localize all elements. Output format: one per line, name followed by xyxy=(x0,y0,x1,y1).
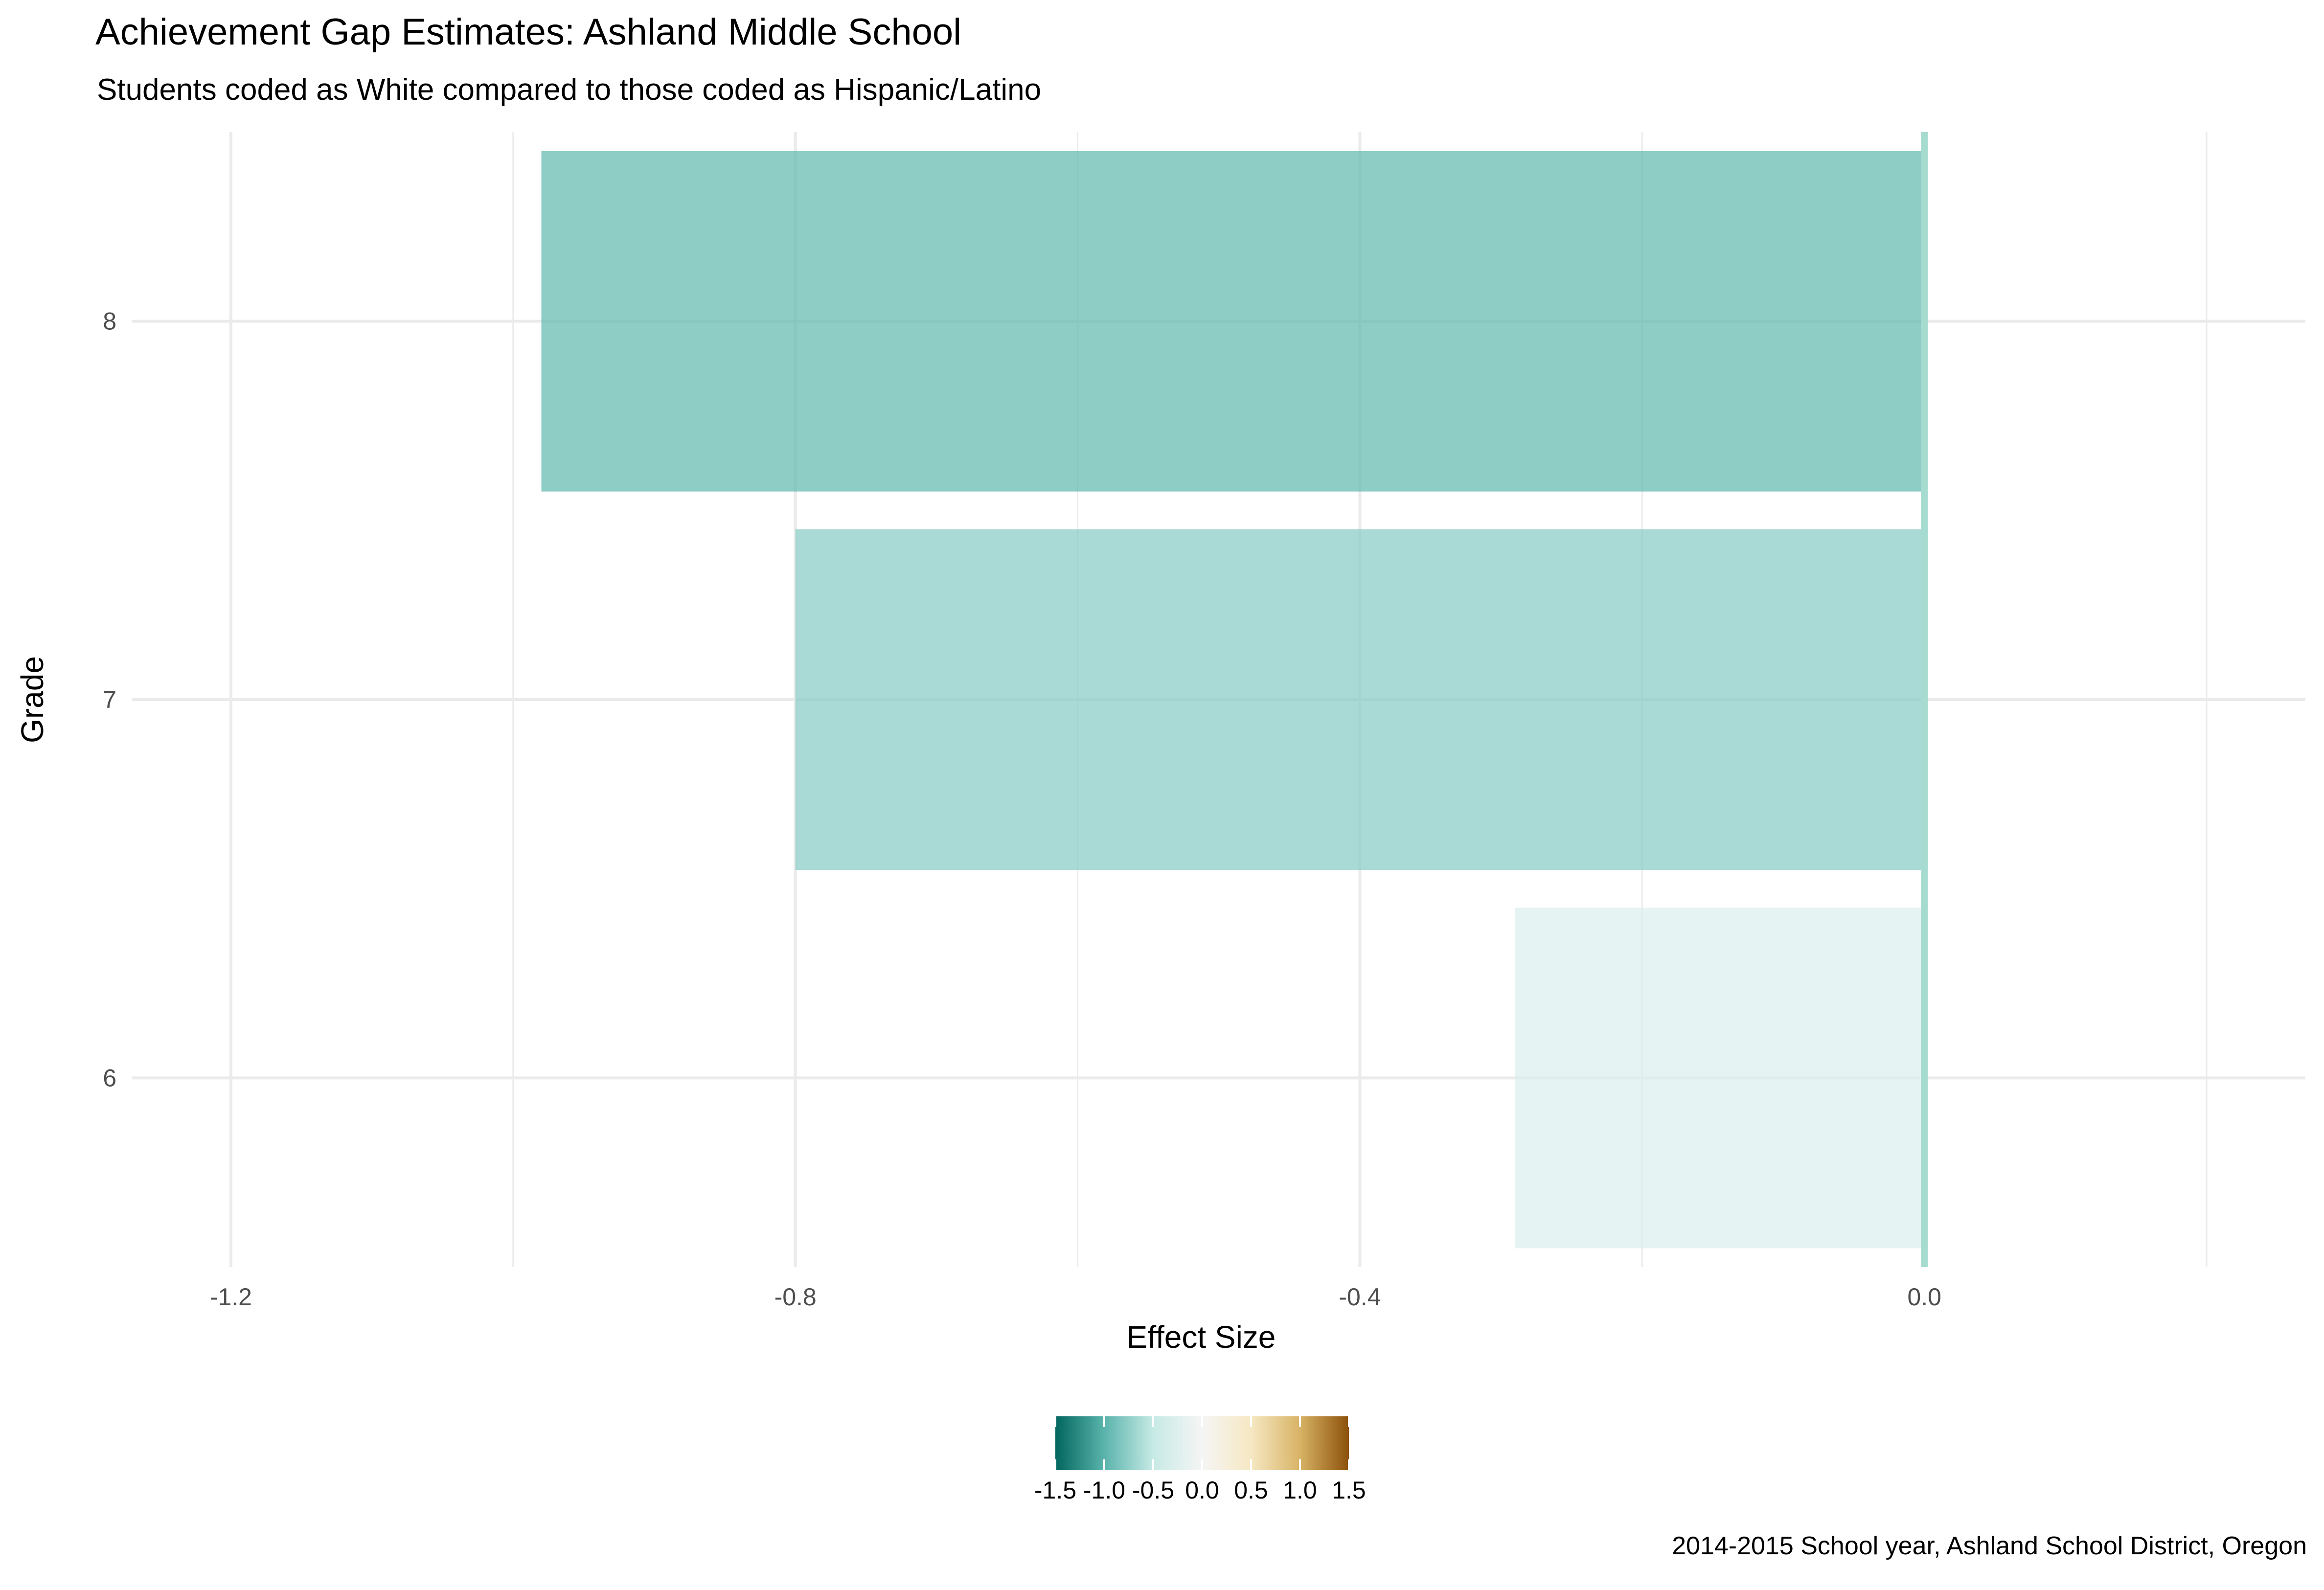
chart-caption: 2014-2015 School year, Ashland School Di… xyxy=(1672,1532,2307,1560)
colorbar-tick-label: -0.5 xyxy=(1132,1476,1174,1504)
axis-layer: -1.2 -0.8 -0.4 0.0 6 7 8 xyxy=(103,308,1941,1311)
bar-grade-7 xyxy=(795,529,1925,870)
y-tick-label: 6 xyxy=(103,1064,116,1091)
bar-layer xyxy=(541,151,1925,1249)
x-tick-label: 0.0 xyxy=(1907,1283,1941,1311)
colorbar-tick-label: 1.5 xyxy=(1332,1476,1366,1504)
y-axis-title: Grade xyxy=(15,656,50,743)
bar-grade-8 xyxy=(541,151,1925,492)
colorbar-tick-label: 1.0 xyxy=(1283,1476,1317,1504)
chart-title: Achievement Gap Estimates: Ashland Middl… xyxy=(95,11,962,53)
colorbar-legend: -1.5 -1.0 -0.5 0.0 0.5 1.0 1.5 xyxy=(1034,1416,1366,1504)
x-tick-label: -0.4 xyxy=(1339,1283,1381,1311)
colorbar-tick-label: 0.0 xyxy=(1185,1476,1219,1504)
bar-grade-6 xyxy=(1515,908,1925,1249)
colorbar-tick-label: -1.5 xyxy=(1034,1476,1076,1504)
x-tick-label: -1.2 xyxy=(210,1283,252,1311)
y-tick-label: 8 xyxy=(103,308,116,335)
y-tick-label: 7 xyxy=(103,686,116,713)
chart-subtitle: Students coded as White compared to thos… xyxy=(97,73,1042,107)
colorbar-tick-label: -1.0 xyxy=(1083,1476,1125,1504)
x-axis-title: Effect Size xyxy=(1127,1319,1276,1355)
x-tick-label: -0.8 xyxy=(775,1283,817,1311)
colorbar-tick-label: 0.5 xyxy=(1234,1476,1268,1504)
